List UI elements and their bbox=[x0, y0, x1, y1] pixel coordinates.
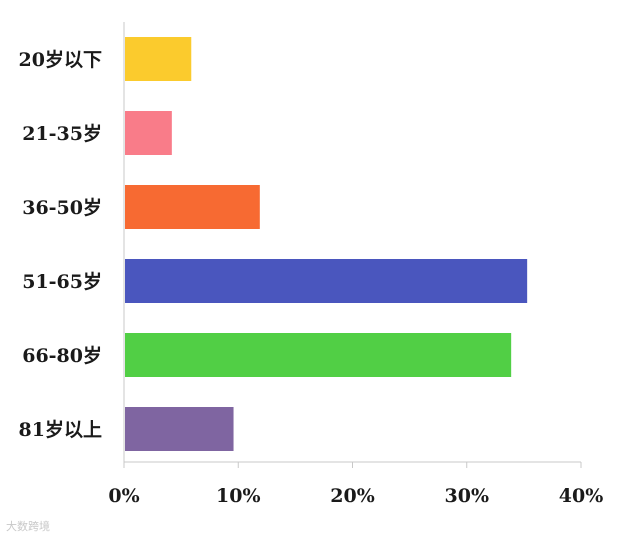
x-tick-label: 30% bbox=[445, 485, 490, 507]
category-label: 66-80岁 bbox=[22, 344, 102, 367]
x-tick-label: 20% bbox=[330, 485, 375, 507]
category-label: 36-50岁 bbox=[22, 196, 102, 219]
category-label: 21-35岁 bbox=[22, 122, 102, 145]
bar bbox=[125, 407, 234, 451]
x-axis: 0% 10% 20% 30% 40% bbox=[108, 22, 603, 507]
bar bbox=[125, 259, 528, 303]
category-label: 81岁以上 bbox=[19, 418, 102, 441]
watermark-text: 大数跨境 bbox=[6, 520, 50, 533]
bar bbox=[125, 333, 512, 377]
x-tick-label: 0% bbox=[108, 485, 139, 507]
x-tick-label: 40% bbox=[559, 485, 604, 507]
category-label: 20岁以下 bbox=[19, 48, 102, 71]
category-labels: 20岁以下 21-35岁 36-50岁 51-65岁 66-80岁 81岁以上 bbox=[19, 48, 102, 441]
x-tick-label: 10% bbox=[216, 485, 261, 507]
bar bbox=[125, 185, 260, 229]
category-label: 51-65岁 bbox=[22, 270, 102, 293]
bar bbox=[125, 37, 192, 81]
bar bbox=[125, 111, 172, 155]
bars-group bbox=[125, 37, 528, 451]
